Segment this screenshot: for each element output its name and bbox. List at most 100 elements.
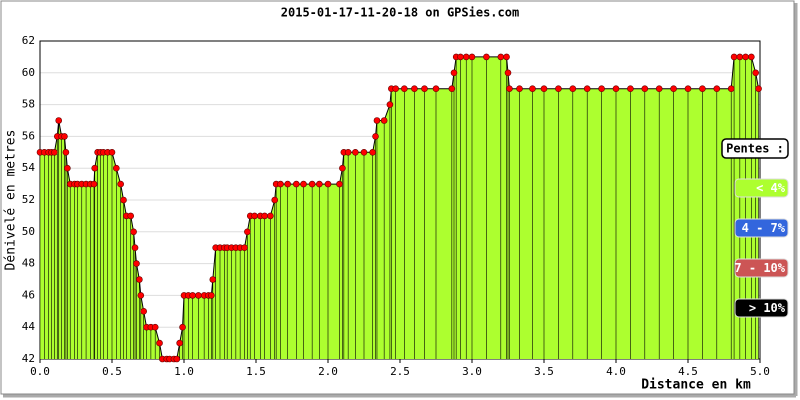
point bbox=[411, 85, 418, 92]
point bbox=[569, 85, 577, 92]
point bbox=[504, 69, 512, 77]
point bbox=[503, 53, 510, 61]
y-tick-label: 52 bbox=[22, 193, 35, 206]
point bbox=[352, 149, 359, 156]
legend-title: Pentes : bbox=[726, 142, 784, 156]
point bbox=[156, 339, 163, 347]
point bbox=[284, 180, 291, 188]
point bbox=[684, 85, 692, 92]
point bbox=[316, 180, 323, 188]
x-tick-label: 0.5 bbox=[102, 365, 122, 378]
x-tick-label: 4.5 bbox=[678, 365, 698, 378]
x-tick-label: 3.0 bbox=[462, 365, 482, 378]
y-tick-label: 54 bbox=[22, 161, 36, 174]
point bbox=[529, 85, 536, 92]
point bbox=[655, 85, 663, 92]
point bbox=[61, 133, 68, 140]
y-tick-label: 56 bbox=[22, 129, 35, 142]
point bbox=[450, 69, 458, 77]
point bbox=[483, 53, 490, 61]
point bbox=[130, 228, 137, 236]
point bbox=[136, 276, 143, 283]
point bbox=[386, 101, 394, 108]
point bbox=[373, 117, 381, 124]
point bbox=[131, 244, 139, 251]
x-axis-label: Distance en km bbox=[641, 378, 751, 393]
point bbox=[372, 133, 379, 140]
point bbox=[369, 149, 376, 156]
x-tick-label: 2.0 bbox=[318, 365, 338, 378]
point bbox=[120, 196, 127, 204]
point bbox=[339, 164, 346, 172]
legend-label: > 10% bbox=[749, 301, 786, 315]
point bbox=[336, 180, 343, 188]
point bbox=[727, 85, 735, 92]
point bbox=[583, 85, 591, 92]
point bbox=[62, 149, 70, 156]
point bbox=[462, 53, 470, 61]
point bbox=[742, 53, 749, 61]
point bbox=[448, 85, 456, 92]
point bbox=[598, 85, 605, 92]
point bbox=[51, 149, 58, 156]
point bbox=[360, 149, 368, 156]
point bbox=[736, 53, 744, 61]
point bbox=[140, 307, 147, 315]
legend-swatch bbox=[734, 218, 789, 238]
legend-swatch bbox=[734, 178, 789, 198]
legend-swatch bbox=[734, 258, 789, 278]
point bbox=[179, 323, 186, 331]
legend-label: 7 - 10% bbox=[734, 261, 785, 275]
point bbox=[189, 292, 196, 299]
point bbox=[730, 53, 738, 61]
chart-title: 2015-01-17-11-20-18 on GPSies.com bbox=[281, 6, 519, 20]
point bbox=[127, 212, 135, 220]
point bbox=[208, 292, 215, 299]
point bbox=[90, 180, 98, 188]
point bbox=[540, 85, 548, 92]
legend-swatch bbox=[734, 298, 789, 318]
x-tick-label: 3.5 bbox=[534, 365, 554, 378]
point bbox=[117, 180, 124, 188]
point bbox=[432, 85, 440, 92]
point bbox=[380, 117, 388, 124]
point bbox=[91, 164, 99, 172]
x-tick-label: 2.5 bbox=[390, 365, 410, 378]
point bbox=[755, 85, 762, 92]
point bbox=[241, 244, 248, 251]
point bbox=[670, 85, 677, 92]
point bbox=[421, 85, 428, 92]
point bbox=[267, 212, 274, 220]
y-tick-label: 42 bbox=[22, 352, 35, 365]
x-tick-label: 5.0 bbox=[750, 365, 770, 378]
y-tick-label: 62 bbox=[22, 34, 35, 47]
x-tick-label: 0.0 bbox=[30, 365, 50, 378]
point bbox=[300, 180, 307, 188]
point bbox=[401, 85, 408, 92]
point bbox=[173, 355, 181, 363]
y-tick-label: 58 bbox=[22, 98, 35, 111]
point bbox=[641, 85, 649, 92]
point bbox=[137, 292, 145, 299]
point bbox=[324, 180, 332, 188]
legend-title-box bbox=[721, 138, 789, 159]
x-tick-label: 4.0 bbox=[606, 365, 626, 378]
point bbox=[55, 117, 63, 124]
point bbox=[713, 85, 721, 92]
point bbox=[108, 149, 116, 156]
y-tick-label: 50 bbox=[22, 225, 35, 238]
point bbox=[752, 69, 759, 77]
point bbox=[516, 85, 523, 92]
point bbox=[244, 228, 251, 236]
point bbox=[506, 85, 513, 92]
point bbox=[392, 85, 399, 92]
x-tick-label: 1.0 bbox=[174, 365, 194, 378]
point bbox=[699, 85, 706, 92]
point bbox=[293, 180, 300, 188]
point bbox=[277, 180, 284, 188]
point bbox=[612, 85, 620, 92]
point bbox=[271, 196, 279, 204]
point bbox=[308, 180, 316, 188]
point bbox=[555, 85, 562, 92]
